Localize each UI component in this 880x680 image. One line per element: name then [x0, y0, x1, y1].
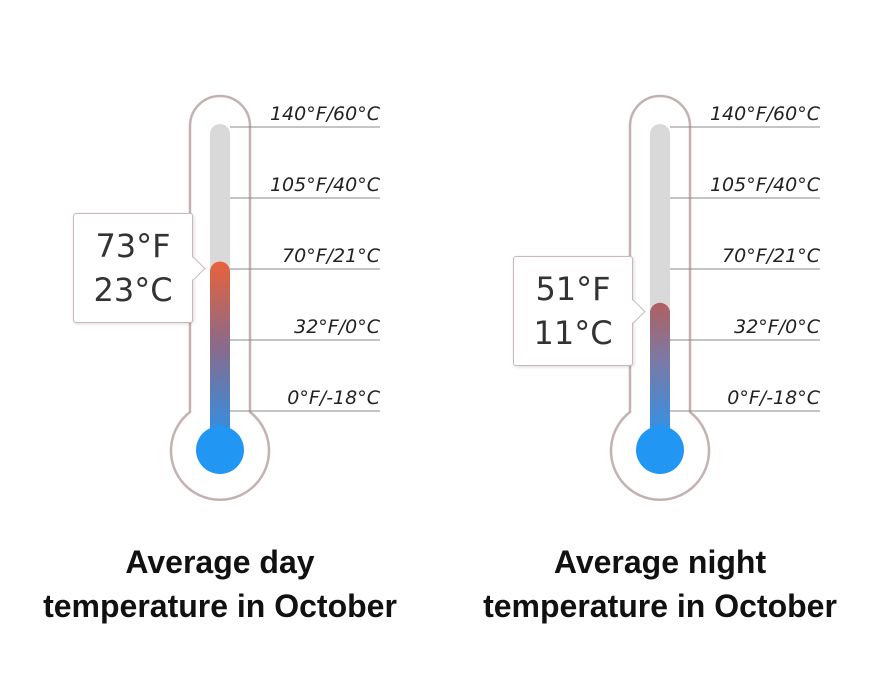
- mercury-fill: [650, 302, 670, 450]
- night-caption: Average night temperature in October: [440, 540, 880, 628]
- scale-ticks: [230, 126, 380, 412]
- scale-label: 0°F/-18°C: [727, 387, 820, 409]
- scale-label: 105°F/40°C: [269, 174, 380, 196]
- day-caption: Average day temperature in October: [0, 540, 440, 628]
- mercury-bulb: [636, 426, 684, 474]
- caption-line-1: Average day: [125, 544, 315, 580]
- scale-label: 70°F/21°C: [282, 245, 380, 267]
- day-thermometer-graphic: [169, 94, 380, 501]
- night-thermometer-graphic: [609, 94, 820, 501]
- caption-line-2: temperature in October: [483, 588, 837, 624]
- scale-label: 140°F/60°C: [709, 103, 820, 125]
- caption-line-1: Average night: [553, 544, 767, 580]
- scale-label: 70°F/21°C: [722, 245, 820, 267]
- scale-label: 32°F/0°C: [734, 316, 820, 338]
- day-readout: 73°F 23°C: [73, 213, 206, 323]
- night-readout: 51°F 11°C: [513, 256, 646, 366]
- reading-fahrenheit: 73°F: [95, 227, 171, 265]
- mercury-bulb: [196, 426, 244, 474]
- scale-label: 32°F/0°C: [294, 316, 380, 338]
- reading-celsius: 11°C: [533, 314, 613, 352]
- caption-line-2: temperature in October: [43, 588, 397, 624]
- day-thermometer: 140°F/60°C 105°F/40°C 70°F/21°C 32°F/0°C 0°F…: [0, 94, 440, 628]
- scale-label: 105°F/40°C: [709, 174, 820, 196]
- reading-fahrenheit: 51°F: [535, 270, 611, 308]
- reading-celsius: 23°C: [93, 271, 173, 309]
- night-thermometer: 140°F/60°C 105°F/40°C 70°F/21°C 32°F/0°C 0°F…: [440, 0, 880, 680]
- scale-label: 0°F/-18°C: [287, 387, 380, 409]
- scale-ticks: [670, 126, 820, 412]
- scale-label: 140°F/60°C: [269, 103, 380, 125]
- mercury-fill: [210, 261, 230, 450]
